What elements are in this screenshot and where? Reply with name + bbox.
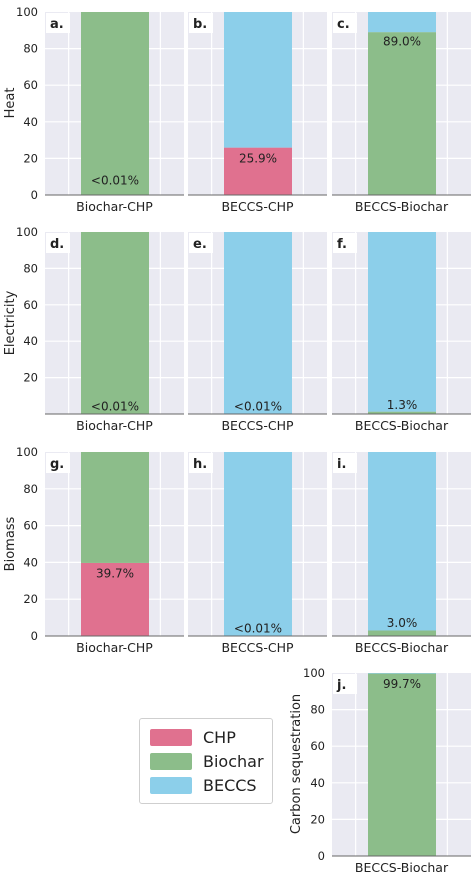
- y-axis-title: Heat: [3, 88, 18, 119]
- panel-e-bar-beccs: [224, 232, 292, 414]
- panel-d-y-tick-label: 60: [23, 298, 38, 312]
- panel-i-letter: i.: [337, 457, 346, 472]
- panel-a-bar-biochar: [81, 12, 149, 195]
- panel-j-category-label: BECCS-Biochar: [355, 860, 449, 873]
- panel-j-data-label: 99.7%: [383, 677, 421, 691]
- panel-h-letter: h.: [193, 457, 207, 472]
- panel-j-y-tick-label: 100: [303, 666, 325, 680]
- panel-g-y-tick-label: 40: [23, 555, 38, 569]
- panel-g-y-tick-label: 0: [31, 629, 38, 643]
- panel-b-data-label: 25.9%: [239, 151, 277, 165]
- panel-j-letter: j.: [336, 678, 346, 693]
- panel-j-y-tick-label: 40: [310, 776, 325, 790]
- panel-c-bar-biochar: [368, 32, 436, 195]
- panel-h-letter-box: [189, 453, 213, 473]
- panel-a-data-label: <0.01%: [91, 173, 139, 187]
- panel-b-bar-chp: [224, 147, 292, 195]
- legend-item-chp: CHP: [150, 726, 236, 748]
- y-axis-title: Biomass: [3, 516, 18, 571]
- panel-f-bar-biochar: [368, 411, 436, 414]
- panel-b-letter: b.: [193, 17, 207, 32]
- panel-a-y-tick-label: 80: [23, 42, 38, 56]
- panel-a-letter-box: [46, 13, 70, 33]
- panel-d-data-label: <0.01%: [91, 400, 139, 414]
- panel-g-category-label: Biochar-CHP: [76, 640, 153, 655]
- panel-f-bar-beccs: [368, 232, 436, 412]
- panel-g-y-tick-label: 60: [23, 519, 38, 533]
- panel-i-letter-box: [333, 453, 357, 473]
- panel-g-bar-biochar: [81, 452, 149, 563]
- legend-item-biochar: Biochar: [150, 750, 264, 772]
- panel-g-letter: g.: [50, 457, 64, 472]
- legend-label-biochar: Biochar: [203, 751, 264, 771]
- panel-d-category-label: Biochar-CHP: [76, 418, 153, 433]
- panel-g-y-tick-label: 80: [23, 482, 38, 496]
- panel-d-letter-box: [46, 233, 70, 253]
- legend-label-beccs: BECCS: [203, 775, 257, 795]
- panel-a-y-tick-label: 100: [16, 5, 38, 19]
- panel-g-bar-chp: [81, 562, 149, 636]
- panel-c-category-label: BECCS-Biochar: [355, 199, 449, 214]
- panel-g-y-tick-label: 20: [23, 592, 38, 606]
- panel-j-y-tick-label: 20: [310, 812, 325, 826]
- panel-d-y-tick-label: 80: [23, 261, 38, 275]
- panel-a-y-tick-label: 60: [23, 78, 38, 92]
- panel-c-bar-beccs: [368, 12, 436, 33]
- panel-j-letter-box: [333, 674, 357, 694]
- panel-c-letter-box: [333, 13, 357, 33]
- panel-g-y-tick-label: 100: [16, 445, 38, 459]
- panel-b-bar-beccs: [224, 12, 292, 148]
- panel-e-letter: e.: [193, 237, 207, 252]
- panel-j-y-tick-label: 0: [318, 849, 325, 863]
- panel-a-letter: a.: [50, 17, 64, 32]
- panel-c-letter: c.: [337, 17, 350, 32]
- legend-label-chp: CHP: [203, 727, 236, 747]
- panel-i-category-label: BECCS-Biochar: [355, 640, 449, 655]
- legend-item-beccs: BECCS: [150, 774, 257, 796]
- panel-b-letter-box: [189, 13, 213, 33]
- panel-b-category-label: BECCS-CHP: [221, 199, 294, 214]
- panel-h-bar-beccs: [224, 452, 292, 636]
- panel-c-data-label: 89.0%: [383, 34, 421, 48]
- panel-i-bar-beccs: [368, 452, 436, 631]
- legend: CHP Biochar BECCS: [139, 718, 273, 804]
- panel-d-bar-biochar: [81, 232, 149, 414]
- panel-e-letter-box: [189, 233, 213, 253]
- y-axis-title: Electricity: [3, 290, 18, 355]
- panel-j-bar-beccs: [368, 673, 436, 674]
- panel-h-data-label: <0.01%: [234, 622, 282, 636]
- panel-f-letter-box: [333, 233, 357, 253]
- y-axis-title: Carbon sequestration: [289, 694, 304, 834]
- legend-swatch-chp: [150, 728, 192, 746]
- panel-h-category-label: BECCS-CHP: [221, 640, 294, 655]
- panel-d-letter: d.: [50, 237, 64, 252]
- panel-a-y-tick-label: 20: [23, 151, 38, 165]
- panel-f-data-label: 1.3%: [387, 398, 418, 412]
- panel-j-y-tick-label: 80: [310, 703, 325, 717]
- panel-e-data-label: <0.01%: [234, 400, 282, 414]
- panel-f-letter: f.: [337, 237, 347, 252]
- panel-a-y-tick-label: 40: [23, 115, 38, 129]
- panel-i-data-label: 3.0%: [387, 616, 418, 630]
- panel-g-data-label: 39.7%: [96, 566, 134, 580]
- panel-d-y-tick-label: 40: [23, 334, 38, 348]
- panel-j-bar-biochar: [368, 673, 436, 856]
- panel-a-category-label: Biochar-CHP: [76, 199, 153, 214]
- legend-swatch-beccs: [150, 776, 192, 794]
- panel-j-y-tick-label: 60: [310, 739, 325, 753]
- panel-d-y-tick-label: 100: [16, 225, 38, 239]
- panel-a-y-tick-label: 0: [31, 188, 38, 202]
- panel-i-bar-biochar: [368, 630, 436, 636]
- panel-d-y-tick-label: 20: [23, 371, 38, 385]
- legend-swatch-biochar: [150, 752, 192, 770]
- panel-g-letter-box: [46, 453, 70, 473]
- panel-f-category-label: BECCS-Biochar: [355, 418, 449, 433]
- panel-e-category-label: BECCS-CHP: [221, 418, 294, 433]
